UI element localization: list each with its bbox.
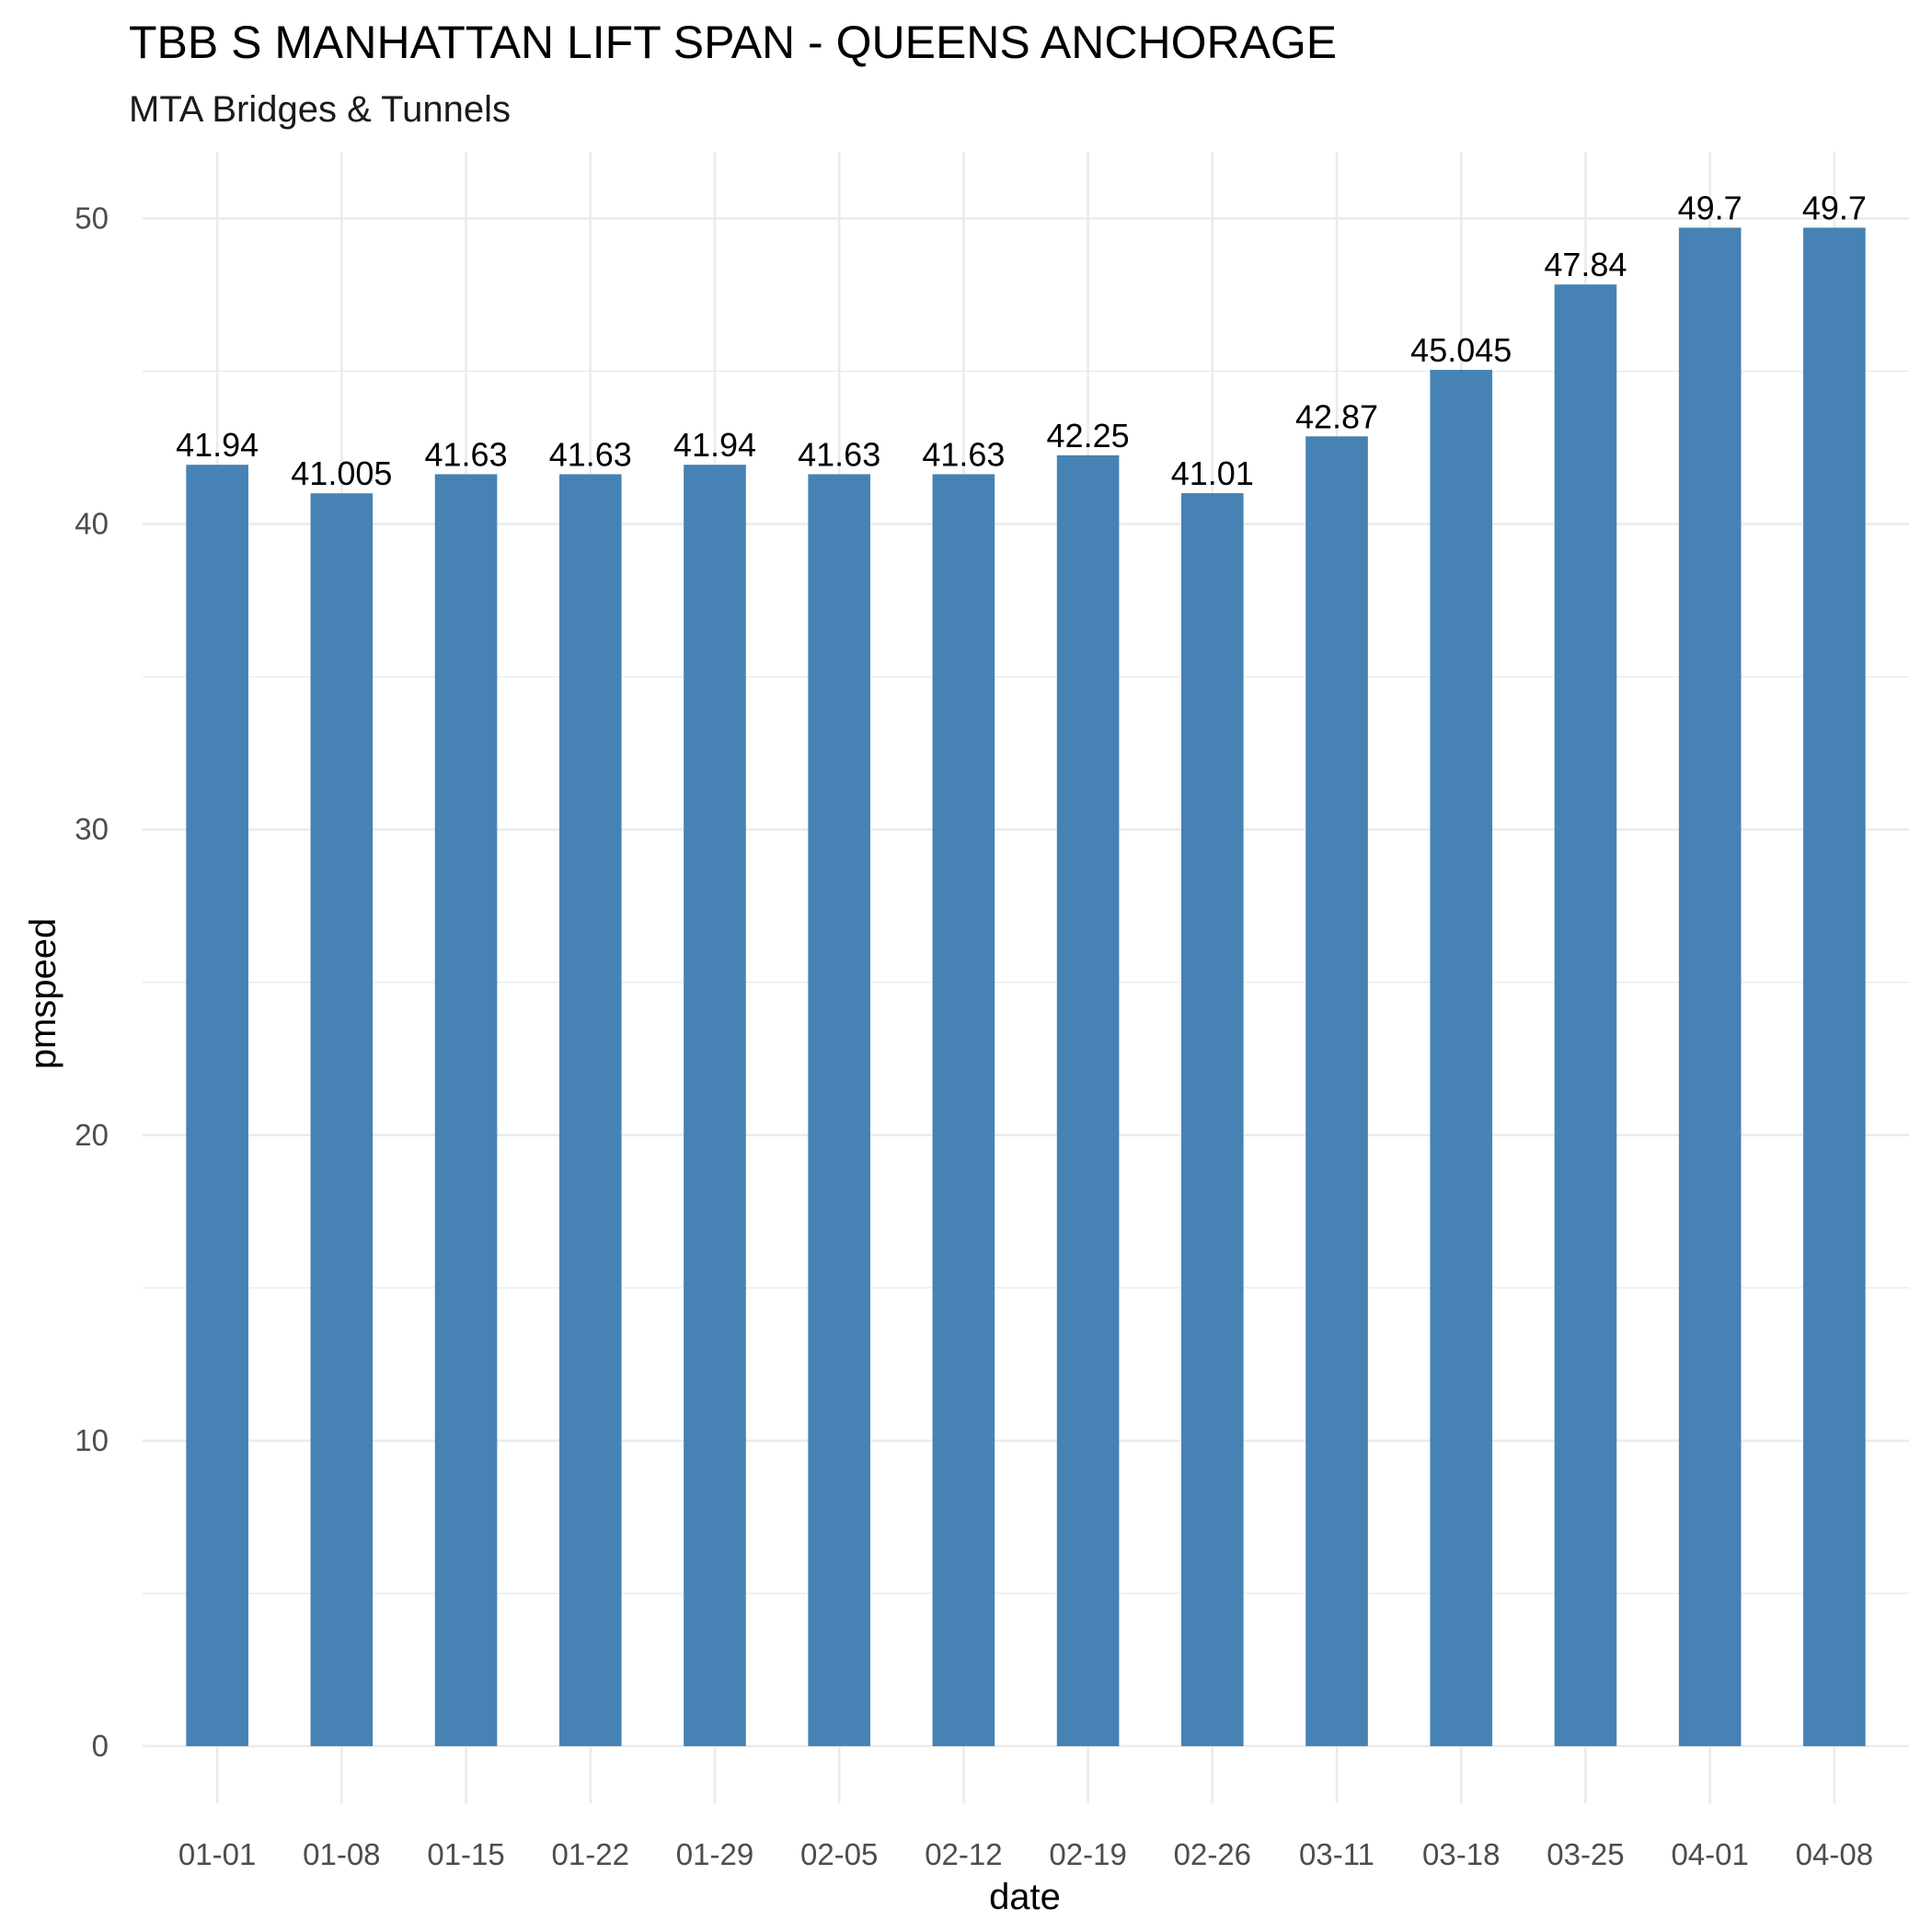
x-tick-label: 03-25 [1547,1837,1624,1871]
bar-value-label: 45.045 [1410,331,1512,369]
grid-layer [143,152,1909,1803]
x-tick-label: 02-26 [1174,1837,1251,1871]
x-axis-title: date [989,1877,1061,1917]
y-tick-label: 0 [92,1729,109,1763]
bar-value-label: 47.84 [1544,246,1627,283]
bar [684,465,746,1746]
y-tick-label: 10 [75,1423,109,1457]
y-axis-title: pmspeed [23,918,63,1070]
bar-value-label: 41.63 [922,435,1005,473]
x-tick-label: 03-18 [1422,1837,1500,1871]
x-tick-label: 01-29 [676,1837,753,1871]
x-tick-label: 01-01 [178,1837,256,1871]
x-tick-label: 01-15 [427,1837,504,1871]
y-tick-label: 40 [75,507,109,541]
x-tick-label: 04-01 [1671,1837,1748,1871]
x-tick-label: 02-05 [800,1837,878,1871]
bar [1056,454,1120,1747]
bar-value-label: 42.87 [1295,397,1378,435]
data-label-layer: 41.94 41.005 41.63 41.63 41.94 41.63 41.63 42.2… [176,189,1867,492]
bar [1554,284,1617,1746]
bar-value-label: 41.63 [549,435,632,473]
x-tick-label: 01-22 [552,1837,629,1871]
y-tick-label: 50 [75,201,109,236]
x-tick-label: 03-11 [1299,1837,1374,1871]
bar [932,474,995,1746]
bar-layer [186,227,1866,1747]
bar-value-label: 41.94 [673,426,756,464]
bar-value-label: 41.63 [425,435,508,473]
bar [186,465,248,1746]
y-tick-label: 20 [75,1118,109,1152]
bar [1181,493,1244,1747]
chart-title: TBB S MANHATTAN LIFT SPAN - QUEENS ANCHO… [129,17,1337,68]
bar-value-label: 49.7 [1678,189,1742,226]
x-tick-label: 01-08 [303,1837,380,1871]
bar [310,493,374,1747]
bar [558,474,622,1746]
y-tick-label: 30 [75,812,109,846]
y-axis-ticks: 0 10 20 30 40 50 [75,201,109,1764]
bar-value-label: 41.005 [291,454,392,492]
bar-value-label: 41.63 [798,435,880,473]
bar [1305,436,1368,1746]
bar-value-label: 41.01 [1171,454,1254,492]
bar-value-label: 41.94 [176,426,259,464]
bar [1803,227,1866,1746]
x-tick-label: 02-12 [925,1837,1002,1871]
bar-value-label: 42.25 [1047,417,1130,454]
chart-subtitle: MTA Bridges & Tunnels [129,89,511,130]
bar [1430,370,1493,1746]
bar [1678,227,1742,1746]
bar-value-label: 49.7 [1802,189,1867,226]
x-tick-label: 02-19 [1049,1837,1126,1871]
chart-header: TBB S MANHATTAN LIFT SPAN - QUEENS ANCHO… [129,17,1337,130]
bar [808,474,870,1746]
x-axis-ticks: 01-01 01-08 01-15 01-22 01-29 02-05 02-12 02-19… [178,1837,1873,1871]
bar [434,474,498,1746]
x-tick-label: 04-08 [1796,1837,1873,1871]
